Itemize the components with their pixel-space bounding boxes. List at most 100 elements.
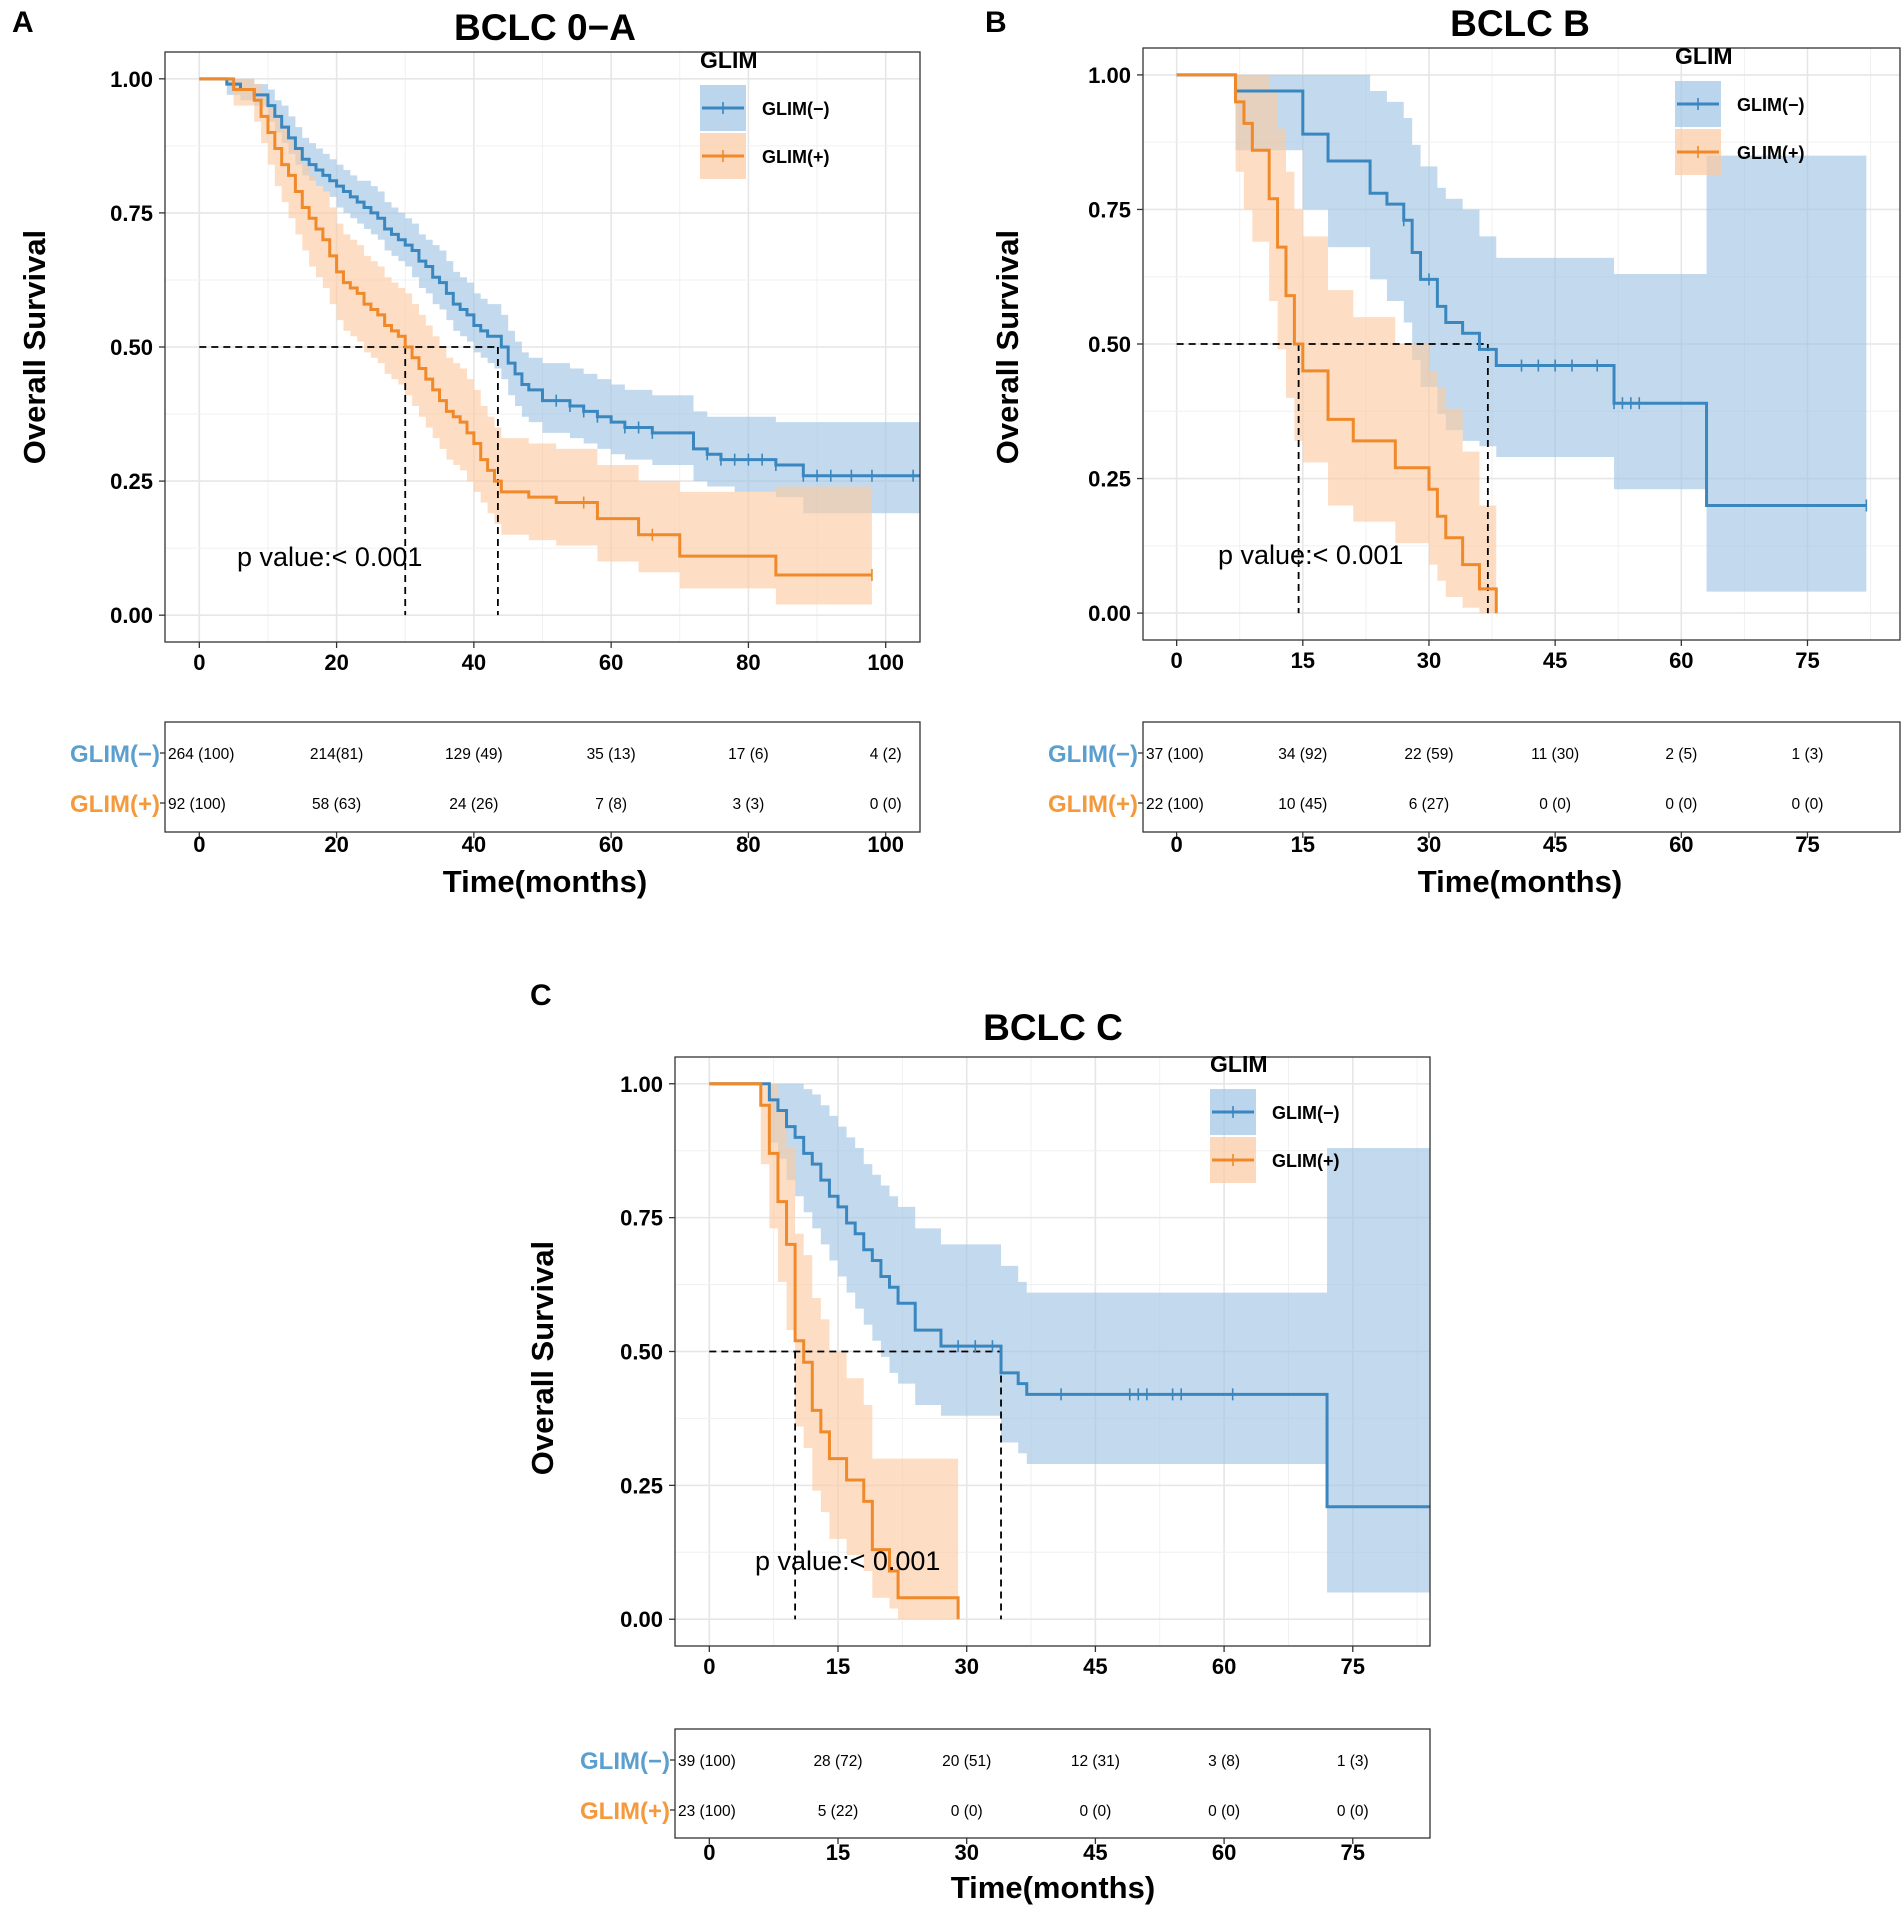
risk-count: 0 (0) xyxy=(1079,1803,1111,1820)
risk-count: 0 (0) xyxy=(870,796,902,813)
survival-curve-pos xyxy=(1176,73,1498,614)
x-tick-label: 30 xyxy=(954,1654,978,1679)
risk-count: 2 (5) xyxy=(1665,746,1697,763)
survival-curve-pos xyxy=(199,77,872,577)
risk-table-border xyxy=(1142,721,1901,833)
risk-count: 3 (3) xyxy=(732,796,764,813)
risk-count: 17 (6) xyxy=(728,746,769,763)
chart-title: BCLC C xyxy=(983,1007,1123,1048)
risk-count: 129 (49) xyxy=(445,746,503,763)
risk-count: 5 (22) xyxy=(818,1803,859,1820)
legend: GLIM GLIM(−) GLIM(+) xyxy=(1210,1051,1340,1183)
risk-x-tick-label: 40 xyxy=(462,832,486,857)
risk-count: 0 (0) xyxy=(951,1803,983,1820)
risk-x-tick-label: 0 xyxy=(703,1840,715,1865)
chart-title: BCLC 0−A xyxy=(454,7,636,48)
risk-row-label-neg: GLIM(−) xyxy=(1048,741,1138,768)
y-tick-label: 1.00 xyxy=(620,1072,663,1097)
risk-x-tick-label: 15 xyxy=(1291,832,1315,857)
panel-c: C BCLC C 0.00 0.25 0.50 0.75 1.00 0 15 30 45 60 75 Ov… xyxy=(525,979,1431,1905)
panel-letter: A xyxy=(12,6,34,39)
legend-label-neg: GLIM(−) xyxy=(762,99,830,119)
risk-table-border xyxy=(674,1728,1431,1839)
risk-count: 22 (59) xyxy=(1404,746,1453,763)
y-tick-label: 0.75 xyxy=(1088,197,1131,222)
x-tick-label: 45 xyxy=(1083,1654,1107,1679)
risk-count: 12 (31) xyxy=(1071,1753,1120,1770)
risk-row-label-neg: GLIM(−) xyxy=(580,1748,670,1775)
risk-table: GLIM(−) 37 (100) 34 (92) 22 (59) 11 (30) 2 (5… xyxy=(1048,721,1901,899)
x-tick-label: 15 xyxy=(1291,648,1315,673)
x-tick-label: 0 xyxy=(193,650,205,675)
risk-x-tick-label: 75 xyxy=(1341,1840,1365,1865)
risk-count: 11 (30) xyxy=(1531,746,1579,763)
risk-x-tick-label: 75 xyxy=(1795,832,1819,857)
risk-x-tick-label: 60 xyxy=(599,832,623,857)
risk-count: 0 (0) xyxy=(1539,796,1571,813)
y-tick-label: 0.00 xyxy=(1088,601,1131,626)
risk-count: 264 (100) xyxy=(168,746,234,763)
risk-x-tick-label: 0 xyxy=(1171,832,1183,857)
risk-count: 92 (100) xyxy=(168,796,226,813)
y-tick-label: 0.50 xyxy=(1088,332,1131,357)
risk-count: 0 (0) xyxy=(1665,796,1697,813)
risk-x-tick-label: 60 xyxy=(1212,1840,1236,1865)
risk-x-tick-label: 45 xyxy=(1083,1840,1107,1865)
legend-label-pos: GLIM(+) xyxy=(762,147,830,167)
legend: GLIM GLIM(−) GLIM(+) xyxy=(700,47,830,179)
risk-x-tick-label: 0 xyxy=(193,832,205,857)
panel-letter: C xyxy=(530,979,552,1012)
risk-count: 34 (92) xyxy=(1278,746,1327,763)
risk-x-tick-label: 100 xyxy=(867,832,904,857)
y-axis-label: Overall Survival xyxy=(525,1241,560,1475)
x-axis-label: Time(months) xyxy=(443,864,647,899)
legend-label-pos: GLIM(+) xyxy=(1737,143,1805,163)
legend-label-pos: GLIM(+) xyxy=(1272,1151,1340,1171)
x-tick-label: 45 xyxy=(1543,648,1567,673)
x-tick-label: 0 xyxy=(1171,648,1183,673)
risk-count: 6 (27) xyxy=(1409,796,1450,813)
risk-count: 37 (100) xyxy=(1146,746,1204,763)
y-axis-label: Overall Survival xyxy=(17,230,52,464)
x-tick-label: 15 xyxy=(826,1654,850,1679)
x-axis-label: Time(months) xyxy=(951,1870,1155,1905)
y-tick-label: 0.25 xyxy=(620,1473,663,1498)
risk-x-tick-label: 15 xyxy=(826,1840,850,1865)
risk-row-label-neg: GLIM(−) xyxy=(70,741,160,768)
x-tick-label: 60 xyxy=(1669,648,1693,673)
risk-count: 35 (13) xyxy=(587,746,636,763)
median-lines xyxy=(1176,343,1489,614)
risk-count: 20 (51) xyxy=(942,1753,991,1770)
legend-label-neg: GLIM(−) xyxy=(1737,95,1805,115)
risk-x-tick-label: 45 xyxy=(1543,832,1567,857)
risk-row-label-pos: GLIM(+) xyxy=(580,1798,670,1825)
x-tick-label: 100 xyxy=(867,650,904,675)
risk-count: 23 (100) xyxy=(678,1803,736,1820)
survival-curve-neg xyxy=(1176,73,1867,507)
median-lines xyxy=(709,1350,1002,1620)
y-tick-label: 0.00 xyxy=(620,1607,663,1632)
risk-count: 58 (63) xyxy=(312,796,361,813)
x-axis-label: Time(months) xyxy=(1418,864,1622,899)
x-tick-label: 0 xyxy=(703,1654,715,1679)
risk-count: 1 (3) xyxy=(1337,1753,1369,1770)
ci-band-neg xyxy=(1176,74,1867,592)
p-value: p value:< 0.001 xyxy=(1218,540,1403,570)
ci-band-neg xyxy=(709,1083,1430,1593)
risk-count: 39 (100) xyxy=(678,1753,736,1770)
risk-count: 4 (2) xyxy=(870,746,902,763)
x-tick-label: 60 xyxy=(599,650,623,675)
x-tick-label: 20 xyxy=(324,650,348,675)
risk-count: 1 (3) xyxy=(1792,746,1824,763)
legend: GLIM GLIM(−) GLIM(+) xyxy=(1675,43,1805,175)
risk-count: 3 (8) xyxy=(1208,1753,1240,1770)
x-tick-label: 30 xyxy=(1417,648,1441,673)
panel-b: B BCLC B 0.00 0.25 0.50 0.75 1.00 0 15 30 45 60 75 Ov… xyxy=(985,3,1901,899)
risk-x-tick-label: 80 xyxy=(736,832,760,857)
ci-band-neg xyxy=(199,78,920,514)
risk-table: GLIM(−) 39 (100) 28 (72) 20 (51) 12 (31) 3 (8… xyxy=(580,1728,1431,1905)
y-tick-label: 1.00 xyxy=(1088,63,1131,88)
x-tick-label: 80 xyxy=(736,650,760,675)
risk-count: 214(81) xyxy=(310,746,363,763)
